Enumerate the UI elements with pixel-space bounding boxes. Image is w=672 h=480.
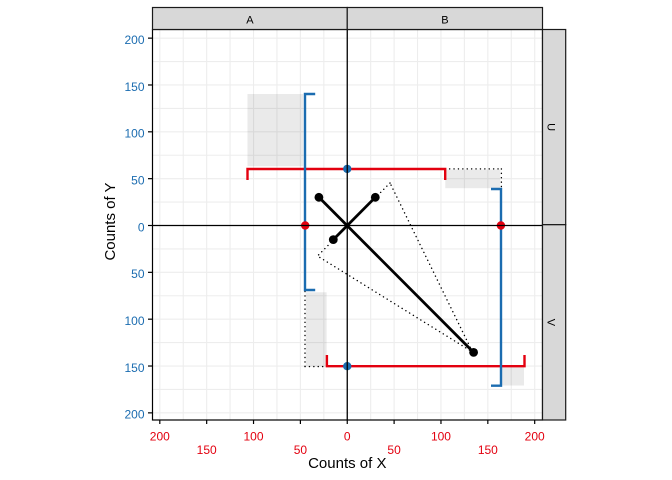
svg-text:100: 100: [124, 314, 144, 328]
svg-text:200: 200: [150, 429, 170, 443]
svg-text:Counts of Y: Counts of Y: [102, 182, 119, 260]
svg-text:0: 0: [138, 220, 145, 234]
svg-text:200: 200: [124, 408, 144, 422]
svg-text:V: V: [545, 319, 557, 327]
svg-text:150: 150: [478, 443, 498, 457]
svg-text:Counts of X: Counts of X: [308, 455, 386, 472]
svg-text:150: 150: [124, 80, 144, 94]
svg-text:0: 0: [344, 429, 351, 443]
svg-text:100: 100: [244, 429, 264, 443]
svg-text:50: 50: [387, 443, 401, 457]
svg-text:150: 150: [124, 361, 144, 375]
svg-text:50: 50: [294, 443, 308, 457]
svg-text:200: 200: [124, 33, 144, 47]
svg-text:50: 50: [131, 174, 145, 188]
svg-text:A: A: [246, 15, 254, 27]
svg-text:100: 100: [124, 127, 144, 141]
svg-text:200: 200: [525, 429, 545, 443]
svg-text:50: 50: [131, 267, 145, 281]
svg-text:150: 150: [197, 443, 217, 457]
svg-text:100: 100: [431, 429, 451, 443]
svg-text:B: B: [441, 15, 448, 27]
svg-text:U: U: [545, 123, 557, 131]
